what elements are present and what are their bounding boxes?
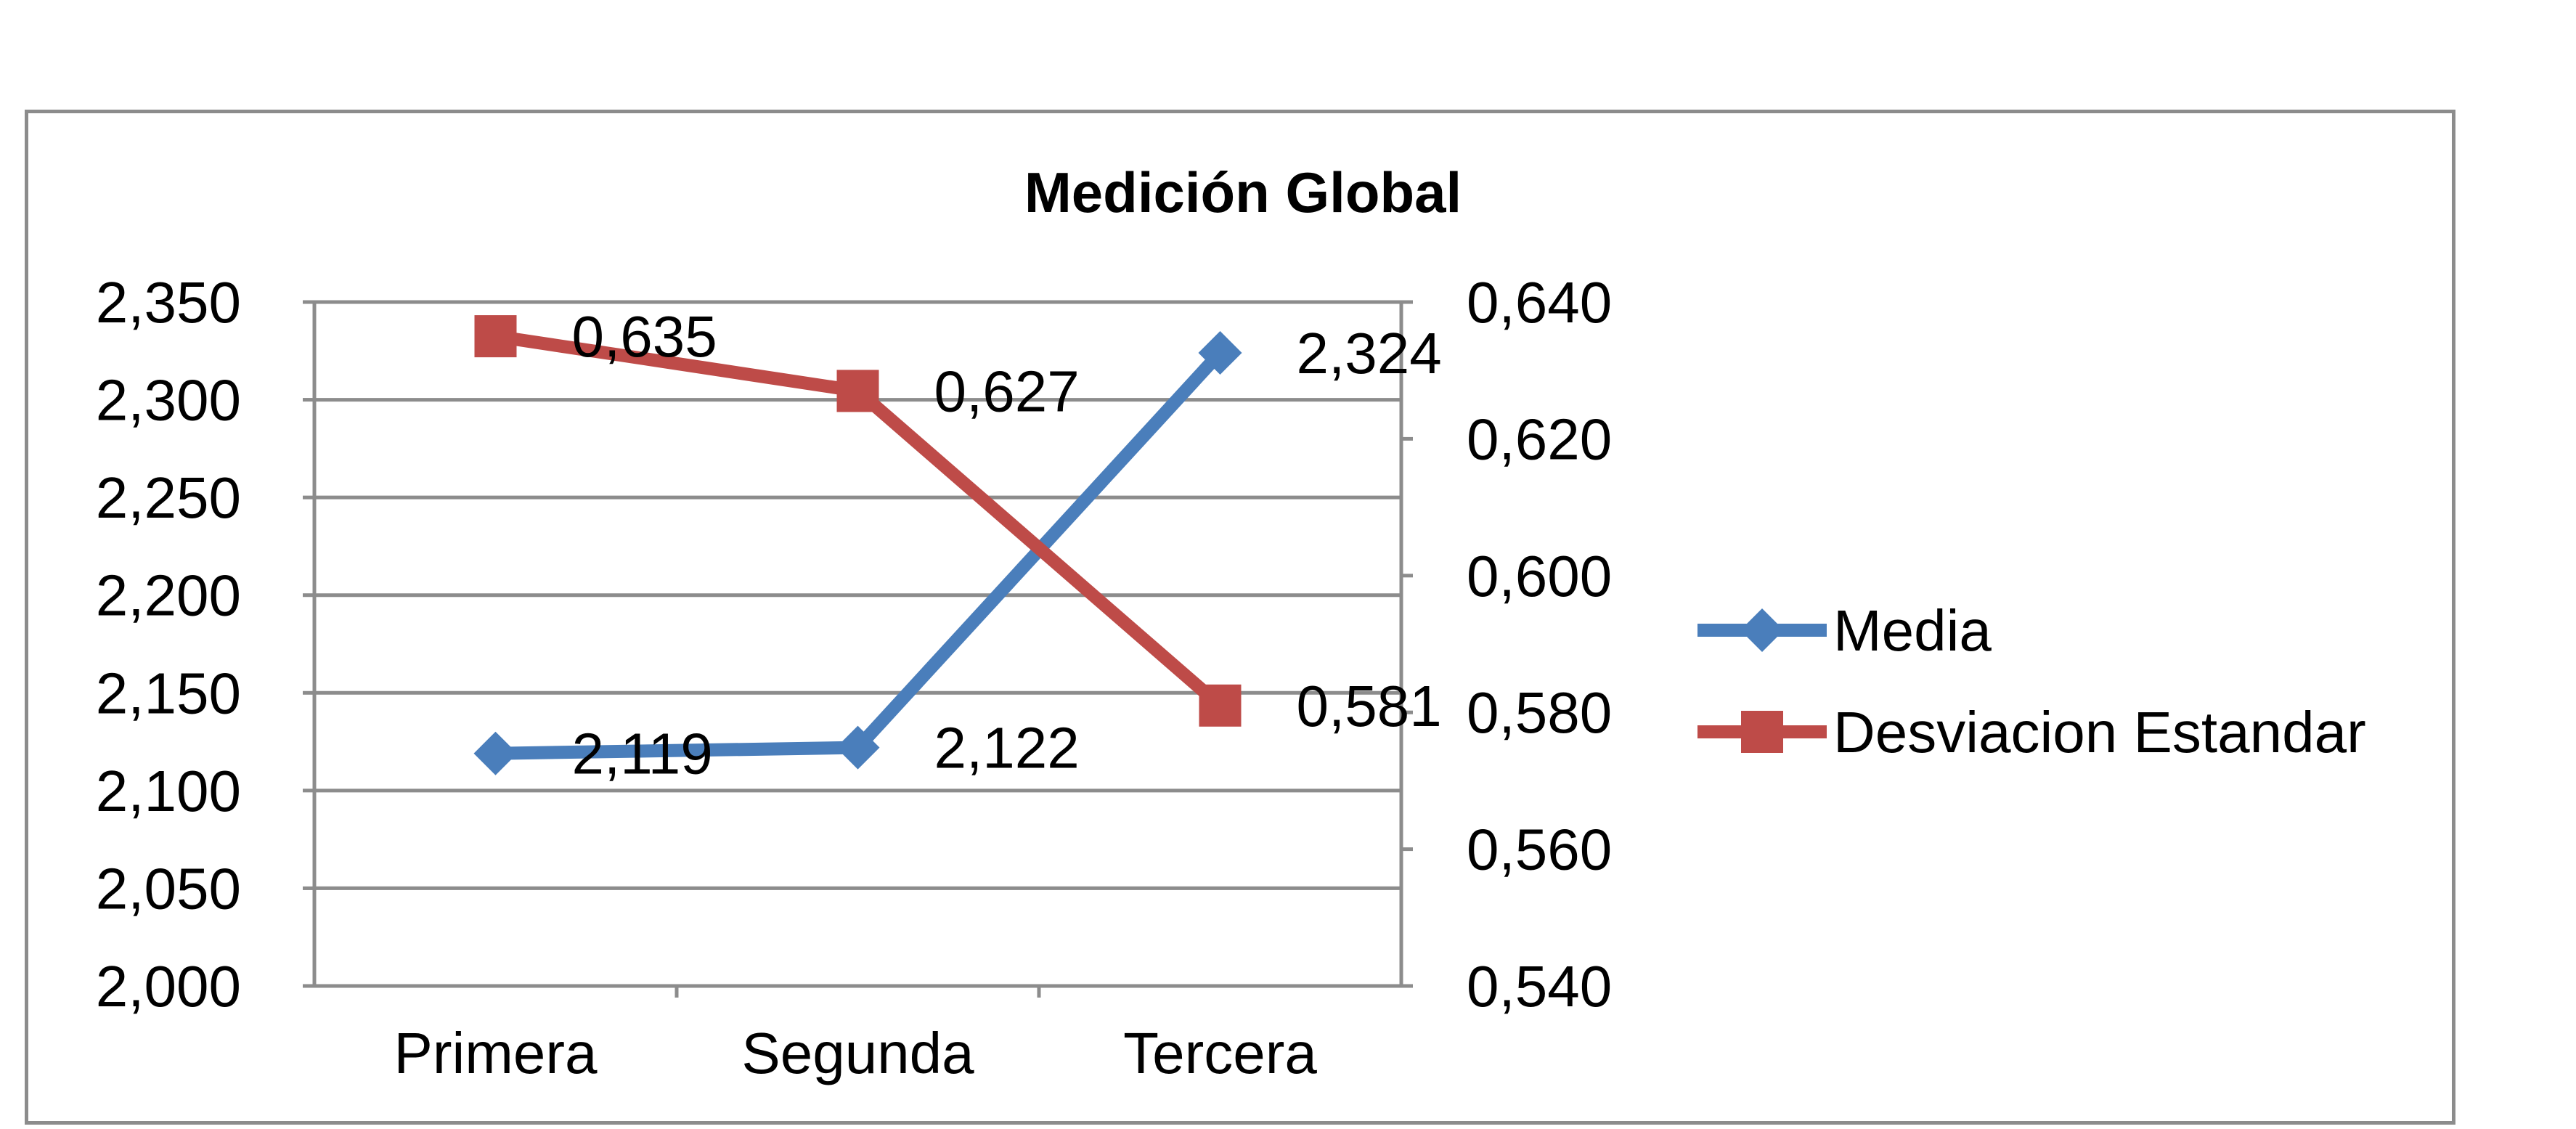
data-point-desviacion-estandar: [1199, 684, 1242, 727]
x-axis-tick-label: Tercera: [1123, 1021, 1317, 1085]
right-axis-tick-label: 0,580: [1467, 680, 1612, 745]
chart-frame: [25, 110, 2455, 1125]
legend-marker-media: [1740, 608, 1784, 652]
left-axis-tick-label: 2,200: [96, 563, 241, 628]
data-label-media: 2,122: [934, 716, 1080, 780]
left-axis-tick-label: 2,250: [96, 465, 241, 530]
left-axis-tick-label: 2,300: [96, 368, 241, 433]
data-label-desviacion-estandar: 0,581: [1297, 674, 1442, 738]
left-axis-tick-label: 2,000: [96, 954, 241, 1019]
data-label-media: 2,324: [1297, 321, 1442, 386]
left-axis-tick-label: 2,100: [96, 759, 241, 823]
right-axis-tick-label: 0,620: [1467, 407, 1612, 471]
data-point-media: [1198, 330, 1242, 375]
data-point-media: [473, 731, 518, 775]
legend-label-media: Media: [1833, 598, 1992, 663]
x-axis-tick-label: Segunda: [741, 1021, 974, 1085]
right-axis-tick-label: 0,640: [1467, 270, 1612, 335]
right-axis-tick-label: 0,560: [1467, 818, 1612, 882]
data-label-media: 2,119: [572, 722, 713, 786]
left-axis-tick-label: 2,350: [96, 270, 241, 335]
x-axis-tick-label: Primera: [394, 1021, 598, 1085]
data-label-desviacion-estandar: 0,627: [934, 359, 1080, 423]
axes: 2,000 2,050 2,100 2,150 2,200 2,250 2,300 2,350…: [96, 270, 1612, 1085]
left-axis-tick-label: 2,050: [96, 856, 241, 921]
legend-marker-desviacion-estandar: [1741, 711, 1783, 753]
left-axis-tick-label: 2,150: [96, 661, 241, 725]
right-axis-tick-label: 0,540: [1467, 954, 1612, 1019]
data-labels: 2,119 2,122 2,324 0,635 0,627 0,581: [572, 304, 1442, 786]
data-point-desviacion-estandar: [836, 370, 879, 412]
data-label-desviacion-estandar: 0,635: [572, 304, 717, 369]
legend-label-desviacion-estandar: Desviacion Estandar: [1833, 700, 2366, 765]
chart-title: Medición Global: [1024, 160, 1462, 224]
data-point-desviacion-estandar: [474, 315, 517, 358]
legend: Media Desviacion Estandar: [1697, 598, 2366, 765]
data-point-media: [836, 725, 880, 770]
right-axis-tick-label: 0,600: [1467, 544, 1612, 608]
series-layer: [473, 315, 1242, 775]
